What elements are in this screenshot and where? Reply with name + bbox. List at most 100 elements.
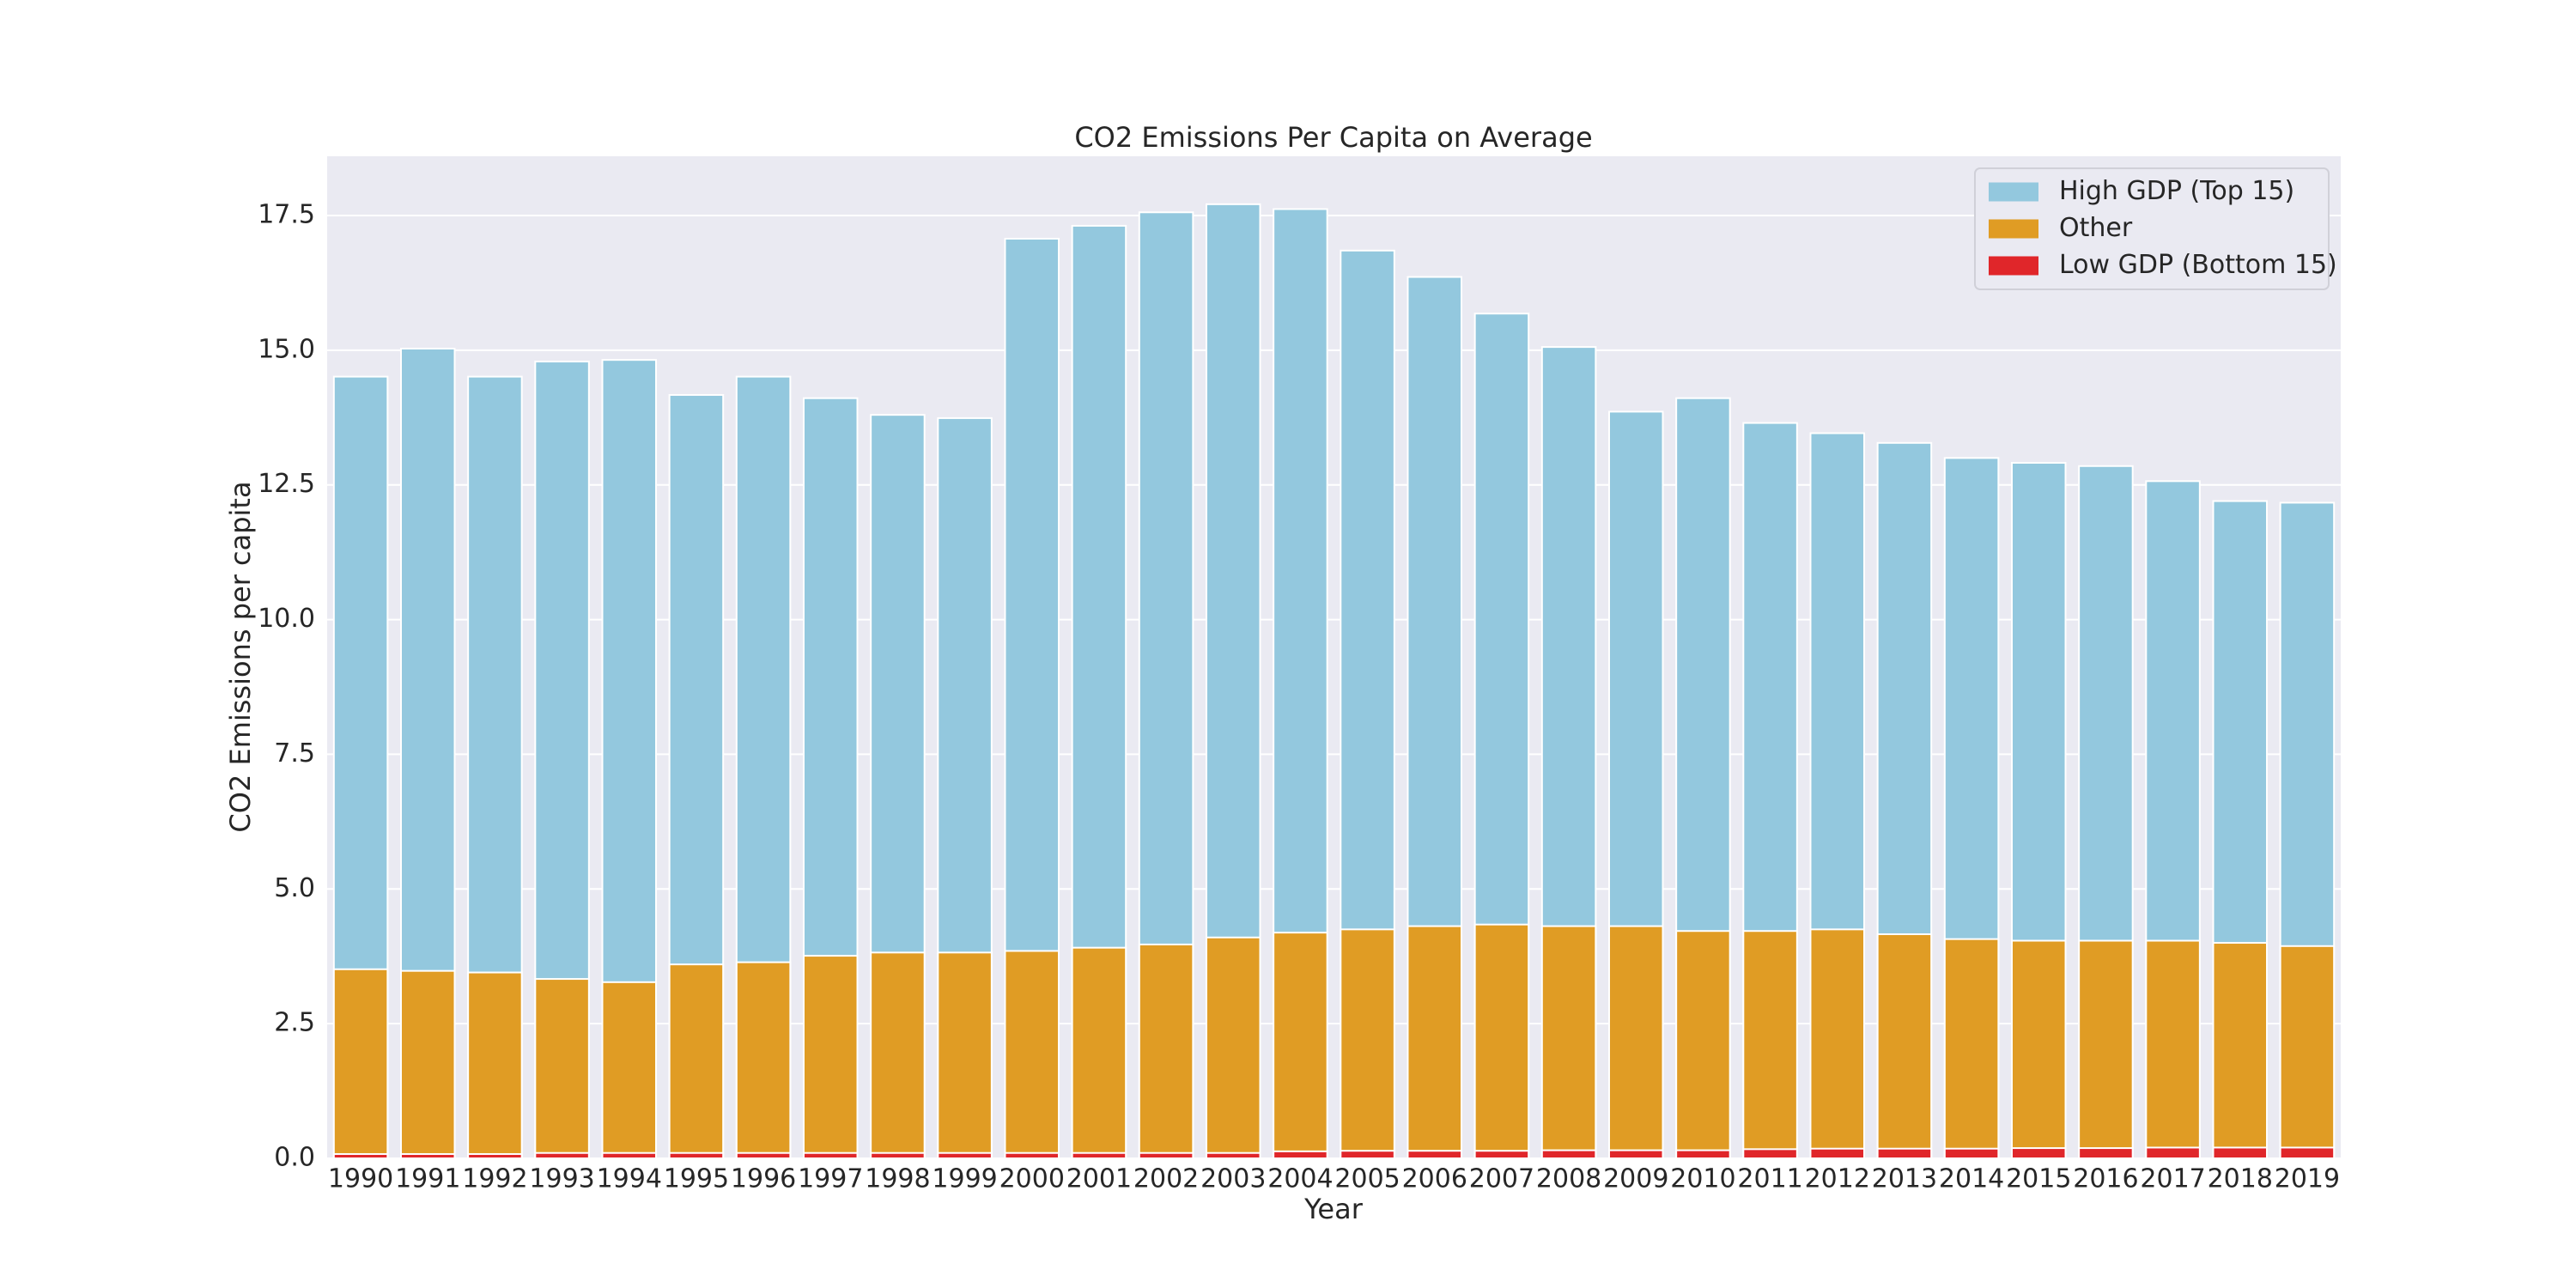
- bar: [1004, 1151, 1060, 1160]
- bar: [1809, 928, 1866, 1160]
- x-tick-label: 2007: [1469, 1164, 1534, 1194]
- bar: [2078, 1147, 2134, 1159]
- bar: [1340, 928, 1395, 1160]
- bar: [1406, 925, 1463, 1160]
- bar: [1876, 1147, 1933, 1159]
- bar: [1943, 1147, 2000, 1159]
- bar: [2212, 942, 2269, 1159]
- bar: [2145, 939, 2201, 1159]
- bar: [1540, 925, 1597, 1160]
- bar: [1675, 930, 1731, 1159]
- x-tick-label: 2009: [1603, 1164, 1668, 1194]
- x-tick-label: 2008: [1536, 1164, 1601, 1194]
- x-tick-label: 1990: [328, 1164, 393, 1194]
- x-tick-label: 2005: [1334, 1164, 1400, 1194]
- bar: [1138, 943, 1194, 1160]
- bar: [1071, 946, 1127, 1160]
- bar: [2010, 939, 2067, 1159]
- x-tick-label: 2016: [2073, 1164, 2138, 1194]
- x-tick-label: 2015: [2006, 1164, 2071, 1194]
- x-tick-label: 2000: [999, 1164, 1065, 1194]
- x-axis-label: Year: [1303, 1193, 1364, 1225]
- bar: [1607, 1149, 1664, 1160]
- x-tick-label: 1992: [462, 1164, 527, 1194]
- y-tick-label: 5.0: [274, 873, 315, 903]
- bar: [1943, 938, 2000, 1160]
- bar: [332, 968, 389, 1159]
- bar: [1742, 1148, 1798, 1159]
- x-tick-label: 1999: [932, 1164, 997, 1194]
- x-tick-label: 2004: [1267, 1164, 1333, 1194]
- bar: [1205, 936, 1261, 1159]
- bar: [802, 1151, 859, 1160]
- x-tick-label: 2003: [1200, 1164, 1266, 1194]
- bar: [1876, 933, 1933, 1159]
- bar: [1473, 1150, 1530, 1160]
- x-tick-label: 2012: [1805, 1164, 1870, 1194]
- bar: [1473, 923, 1530, 1159]
- bar: [2279, 1146, 2336, 1160]
- legend-label: Low GDP (Bottom 15): [2059, 250, 2337, 280]
- legend-swatch: [1989, 256, 2038, 276]
- bar: [870, 1151, 926, 1160]
- x-tick-label: 2011: [1737, 1164, 1802, 1194]
- bar: [2078, 939, 2134, 1159]
- x-tick-label: 1996: [731, 1164, 796, 1194]
- bar: [937, 1151, 993, 1160]
- bar: [668, 1151, 725, 1160]
- bar: [1273, 1150, 1328, 1159]
- bar: [2010, 1147, 2067, 1159]
- bar: [1607, 925, 1664, 1160]
- bar: [1138, 1151, 1194, 1160]
- bar: [870, 951, 926, 1159]
- x-tick-label: 2013: [1872, 1164, 1937, 1194]
- y-tick-label: 2.5: [274, 1008, 315, 1038]
- x-tick-label: 2001: [1066, 1164, 1132, 1194]
- y-tick-label: 17.5: [258, 200, 315, 230]
- plot-area: [327, 156, 2341, 1158]
- bar: [601, 981, 658, 1159]
- bar: [668, 963, 725, 1159]
- legend-box: [1974, 167, 2330, 290]
- bar: [1675, 1149, 1731, 1160]
- x-tick-label: 2019: [2275, 1164, 2340, 1194]
- bar: [534, 1151, 590, 1160]
- bar: [1004, 950, 1060, 1160]
- bar: [1071, 1151, 1127, 1160]
- bar: [1273, 932, 1328, 1160]
- bar: [332, 1152, 389, 1159]
- chart-title: CO2 Emissions Per Capita on Average: [1074, 121, 1592, 154]
- y-tick-label: 0.0: [274, 1143, 315, 1173]
- bar: [467, 971, 523, 1159]
- bar: [2279, 945, 2336, 1159]
- y-tick-label: 12.5: [258, 469, 315, 499]
- x-tick-label: 2006: [1402, 1164, 1467, 1194]
- x-tick-label: 1993: [529, 1164, 594, 1194]
- bar: [399, 1152, 456, 1159]
- legend-swatch: [1989, 219, 2038, 239]
- bar: [735, 1151, 792, 1160]
- x-tick-label: 1998: [865, 1164, 930, 1194]
- bar: [802, 955, 859, 1160]
- bar: [937, 951, 993, 1159]
- bar: [1340, 1150, 1395, 1160]
- x-tick-label: 1991: [395, 1164, 460, 1194]
- bar: [1540, 1149, 1597, 1160]
- bar: [467, 1152, 523, 1159]
- x-tick-label: 1994: [597, 1164, 662, 1194]
- y-tick-label: 10.0: [258, 604, 315, 634]
- x-tick-label: 2018: [2208, 1164, 2273, 1194]
- y-tick-label: 7.5: [274, 738, 315, 769]
- y-axis-label: CO2 Emissions per capita: [224, 481, 257, 832]
- bar: [1809, 1147, 1866, 1159]
- y-tick-label: 15.0: [258, 334, 315, 364]
- bar: [399, 969, 456, 1160]
- x-tick-label: 2014: [1939, 1164, 2004, 1194]
- legend-label: Other: [2059, 213, 2133, 243]
- bar: [2145, 1146, 2201, 1160]
- bar: [601, 1151, 658, 1160]
- x-tick-label: 2017: [2140, 1164, 2205, 1194]
- legend-label: High GDP (Top 15): [2059, 176, 2294, 206]
- x-tick-label: 2002: [1133, 1164, 1199, 1194]
